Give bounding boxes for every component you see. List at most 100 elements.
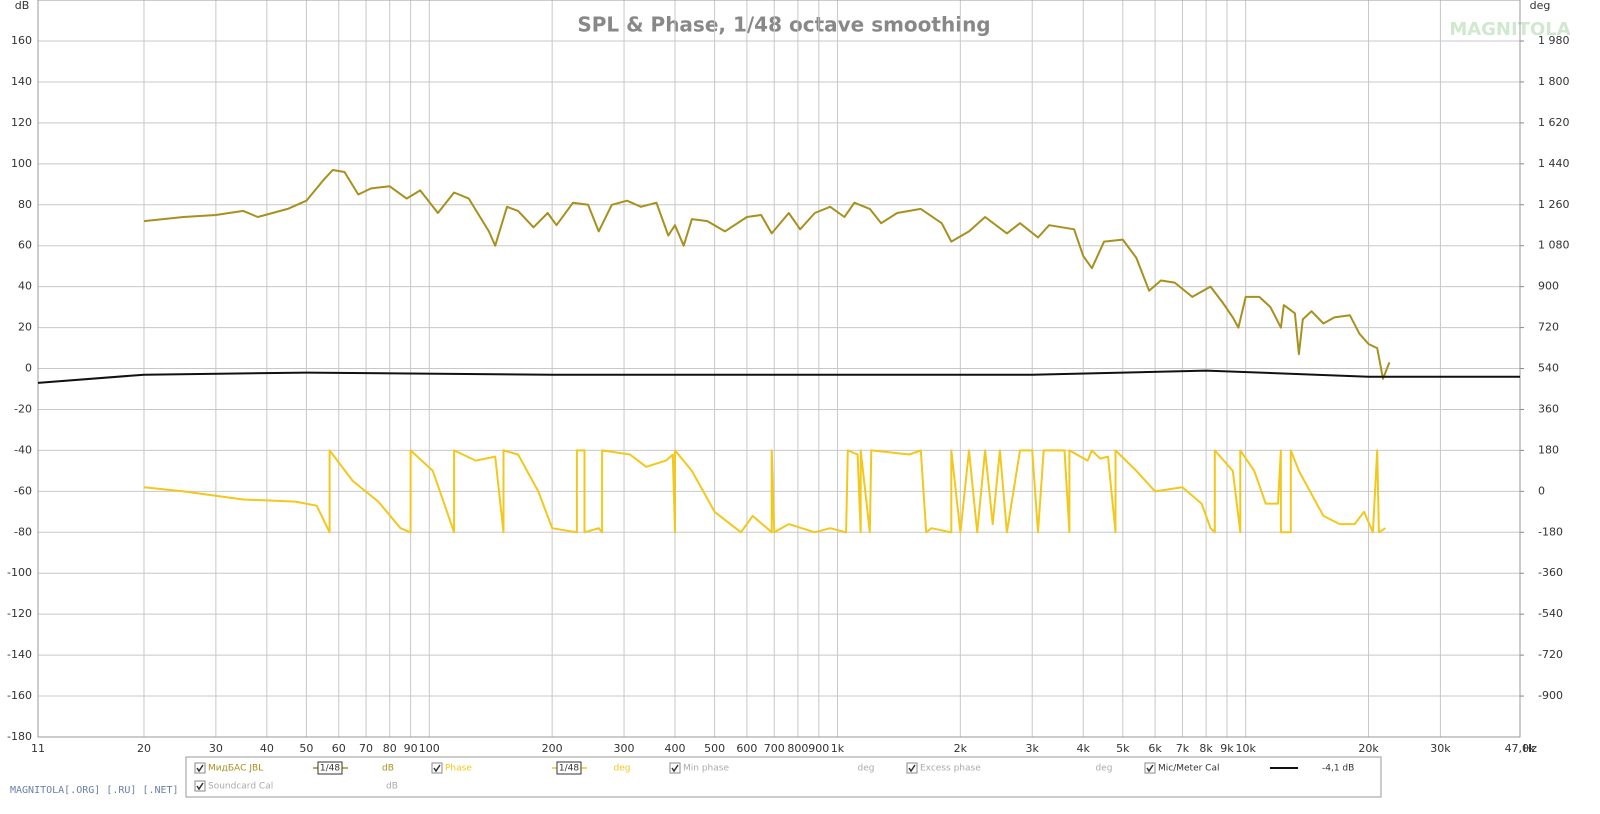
chart-title: SPL & Phase, 1/48 octave smoothing — [577, 13, 990, 37]
y-unit: dB — [15, 0, 30, 12]
x-tick-label: 500 — [704, 742, 725, 755]
legend-offset: -4,1 dB — [1322, 764, 1354, 774]
series-line — [143, 169, 1391, 380]
checkbox[interactable] — [194, 762, 206, 774]
x-unit: Hz — [1523, 742, 1537, 755]
y2-tick-label: 1 260 — [1538, 198, 1570, 211]
y2-tick-label: 1 620 — [1538, 116, 1570, 129]
y-tick-label: -100 — [7, 566, 32, 579]
legend-unit: deg — [858, 764, 875, 774]
y2-tick-label: -360 — [1538, 566, 1563, 579]
legend-label: Excess phase — [920, 764, 981, 774]
x-tick-label: 30 — [209, 742, 223, 755]
legend-unit: deg — [614, 764, 631, 774]
y2-tick-label: -900 — [1538, 689, 1563, 702]
x-tick-label: 47,0k — [1505, 742, 1536, 755]
y2-tick-label: 720 — [1538, 321, 1559, 334]
y-tick-label: -60 — [14, 484, 32, 497]
x-tick-label: 1k — [831, 742, 845, 755]
y2-tick-label: 1 980 — [1538, 34, 1570, 47]
x-tick-label: 6k — [1148, 742, 1162, 755]
y-tick-label: -80 — [14, 525, 32, 538]
x-tick-label: 600 — [736, 742, 757, 755]
x-tick-label: 900 — [808, 742, 829, 755]
x-tick-label: 2k — [954, 742, 968, 755]
checkmark — [1146, 764, 1154, 773]
x-tick-label: 50 — [299, 742, 313, 755]
x-tick-label: 11 — [31, 742, 45, 755]
legend-label: Phase — [445, 764, 472, 774]
x-tick-label: 8k — [1199, 742, 1213, 755]
checkbox[interactable] — [669, 762, 681, 774]
y-tick-label: -20 — [14, 402, 32, 415]
y2-tick-label: 1 440 — [1538, 157, 1570, 170]
x-tick-label: 80 — [383, 742, 397, 755]
footer: MAGNITOLA[.ORG] [.RU] [.NET] — [10, 785, 179, 796]
y2-tick-label: 540 — [1538, 362, 1559, 375]
y2-tick-label: 1 080 — [1538, 239, 1570, 252]
y2-tick-label: 1 800 — [1538, 75, 1570, 88]
x-tick-label: 300 — [614, 742, 635, 755]
series-line — [37, 369, 1520, 384]
checkmark — [908, 764, 916, 773]
x-tick-label: 4k — [1077, 742, 1091, 755]
y2-tick-label: 180 — [1538, 443, 1559, 456]
y-tick-label: 140 — [11, 75, 32, 88]
y2-tick-label: 0 — [1538, 484, 1545, 497]
y-tick-label: -120 — [7, 607, 32, 620]
checkmark — [196, 782, 204, 791]
x-tick-label: 60 — [332, 742, 346, 755]
y-tick-label: 100 — [11, 157, 32, 170]
y-tick-label: -140 — [7, 648, 32, 661]
legend-panel — [185, 756, 1382, 798]
checkbox[interactable] — [431, 762, 443, 774]
x-tick-label: 30k — [1430, 742, 1451, 755]
y2-tick-label: 360 — [1538, 402, 1559, 415]
x-tick-label: 100 — [419, 742, 440, 755]
x-tick-label: 9k — [1220, 742, 1234, 755]
x-tick-label: 70 — [359, 742, 373, 755]
checkmark — [433, 764, 441, 773]
checkbox[interactable] — [906, 762, 918, 774]
plot-frame — [37, 0, 1521, 738]
x-tick-label: 20 — [137, 742, 151, 755]
y-tick-label: 160 — [11, 34, 32, 47]
x-tick-label: 800 — [787, 742, 808, 755]
y-tick-label: 60 — [18, 239, 32, 252]
checkbox[interactable] — [194, 780, 206, 792]
y-tick-label: 80 — [18, 198, 32, 211]
x-tick-label: 7k — [1176, 742, 1190, 755]
y2-tick-label: -540 — [1538, 607, 1563, 620]
legend-label: Soundcard Cal — [208, 782, 273, 792]
y2-tick-label: -180 — [1538, 525, 1563, 538]
smoothing-box[interactable] — [556, 761, 582, 775]
x-tick-label: 10k — [1235, 742, 1256, 755]
legend-label: Min phase — [683, 764, 729, 774]
legend-label: МидБАС JBL — [208, 764, 263, 774]
y2-tick-label: -720 — [1538, 648, 1563, 661]
y-tick-label: 40 — [18, 280, 32, 293]
y-tick-label: -160 — [7, 689, 32, 702]
legend-unit: dB — [382, 764, 394, 774]
series-line — [143, 449, 1386, 534]
x-tick-label: 400 — [665, 742, 686, 755]
smoothing-label: 1/48 — [559, 764, 579, 774]
watermark: MAGNITOLA — [1449, 19, 1570, 40]
x-tick-label: 90 — [404, 742, 418, 755]
x-tick-label: 200 — [542, 742, 563, 755]
checkmark — [196, 764, 204, 773]
y2-tick-label: 900 — [1538, 280, 1559, 293]
legend-unit: deg — [1096, 764, 1113, 774]
y-tick-label: -180 — [7, 730, 32, 743]
x-tick-label: 3k — [1026, 742, 1040, 755]
checkbox[interactable] — [1144, 762, 1156, 774]
smoothing-box[interactable] — [317, 761, 343, 775]
checkmark — [671, 764, 679, 773]
y2-unit: deg — [1530, 0, 1551, 12]
y-tick-label: -40 — [14, 443, 32, 456]
smoothing-label: 1/48 — [320, 764, 340, 774]
x-tick-label: 40 — [260, 742, 274, 755]
x-tick-label: 5k — [1116, 742, 1130, 755]
y-tick-label: 120 — [11, 116, 32, 129]
